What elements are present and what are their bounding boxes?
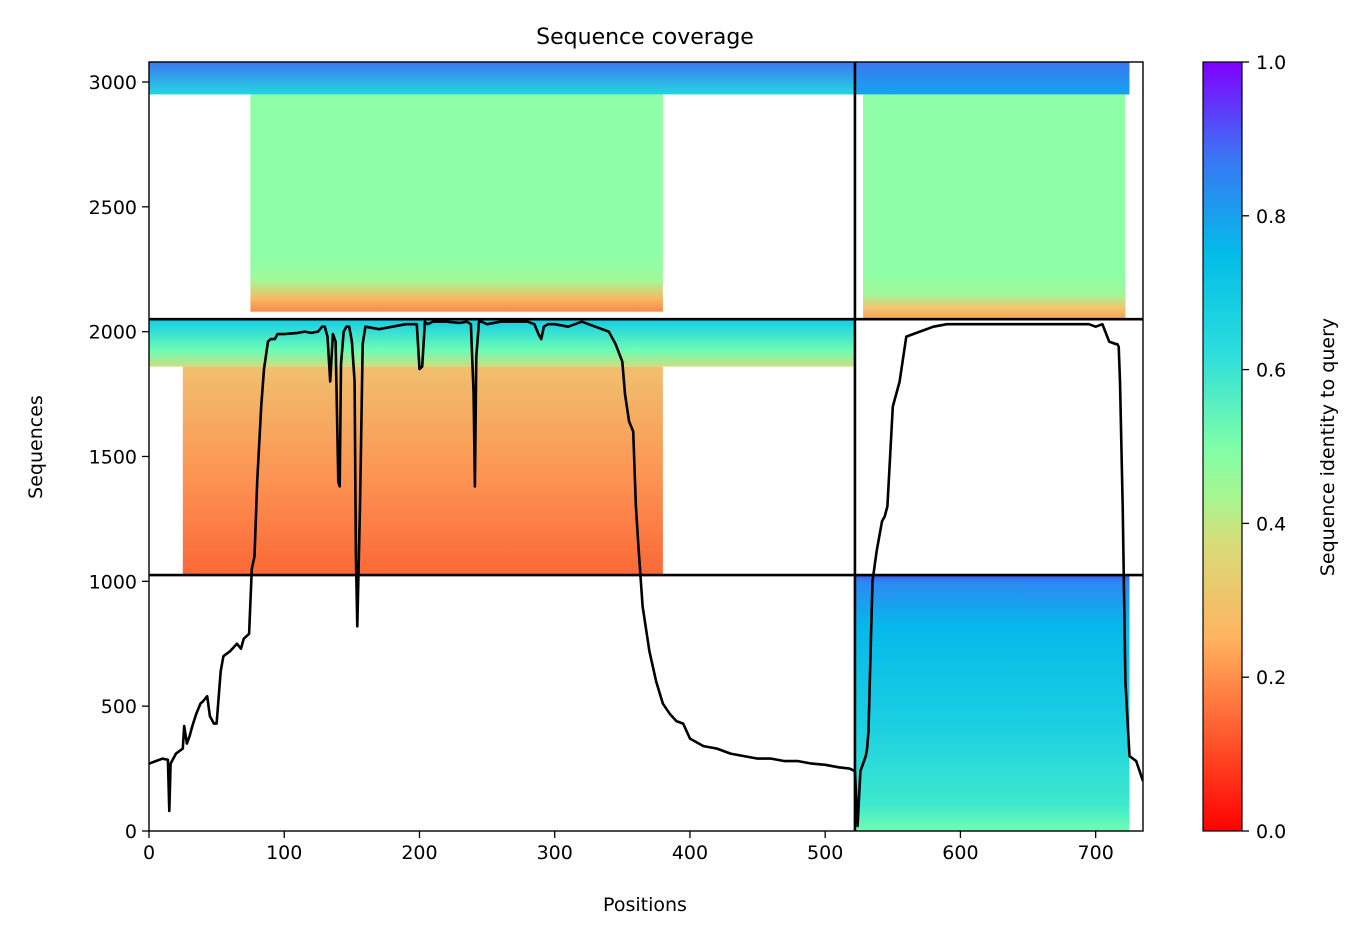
x-tick-label: 600 <box>942 842 978 864</box>
x-tick-label: 200 <box>401 842 437 864</box>
separators <box>149 62 1143 831</box>
y-axis-label: Sequences <box>25 395 47 499</box>
x-tick-label: 500 <box>807 842 843 864</box>
colorbar-label: Sequence identity to query <box>1317 318 1339 576</box>
colorbar-tick-label: 0.4 <box>1256 513 1286 535</box>
coverage-block-3 <box>149 319 855 367</box>
colorbar-tick-label: 0.8 <box>1256 206 1286 228</box>
y-tick-label: 1000 <box>89 571 137 593</box>
coverage-block-1 <box>149 62 855 95</box>
coverage-block-5 <box>854 62 1130 95</box>
x-tick-label: 100 <box>266 842 302 864</box>
colorbar-tick-label: 0.6 <box>1256 360 1286 382</box>
y-tick-label: 500 <box>101 696 137 718</box>
colorbar-ticks: 0.0 0.2 0.4 0.6 0.8 1.0 <box>1242 52 1286 843</box>
coverage-blocks <box>149 62 1130 831</box>
colorbar: 0.0 0.2 0.4 0.6 0.8 1.0 Sequence identity to … <box>1202 52 1339 843</box>
plot-area <box>149 62 1143 831</box>
coverage-block-7 <box>854 575 1130 831</box>
x-tick-label: 0 <box>143 842 155 864</box>
plot-frame <box>148 61 1144 832</box>
x-tick-label: 400 <box>672 842 708 864</box>
x-tick-label: 300 <box>537 842 573 864</box>
x-axis-label: Positions <box>603 894 687 916</box>
y-tick-label: 2000 <box>89 322 137 344</box>
y-tick-label: 3000 <box>89 72 137 94</box>
x-tick-label: 700 <box>1078 842 1114 864</box>
coverage-block-2 <box>250 94 663 312</box>
colorbar-gradient <box>1202 61 1243 832</box>
y-tick-label: 0 <box>125 821 137 843</box>
y-axis: 0 500 1000 1500 2000 2500 3000 <box>89 72 149 843</box>
chart-title: Sequence coverage <box>536 25 754 50</box>
y-tick-label: 1500 <box>89 446 137 468</box>
y-tick-label: 2500 <box>89 197 137 219</box>
coverage-block-6 <box>863 94 1126 320</box>
colorbar-tick-label: 1.0 <box>1256 52 1286 74</box>
coverage-line <box>149 320 1143 828</box>
x-axis: 0 100 200 300 400 500 600 700 <box>143 831 1114 864</box>
colorbar-tick-label: 0.2 <box>1256 667 1286 689</box>
colorbar-tick-label: 0.0 <box>1256 821 1286 843</box>
